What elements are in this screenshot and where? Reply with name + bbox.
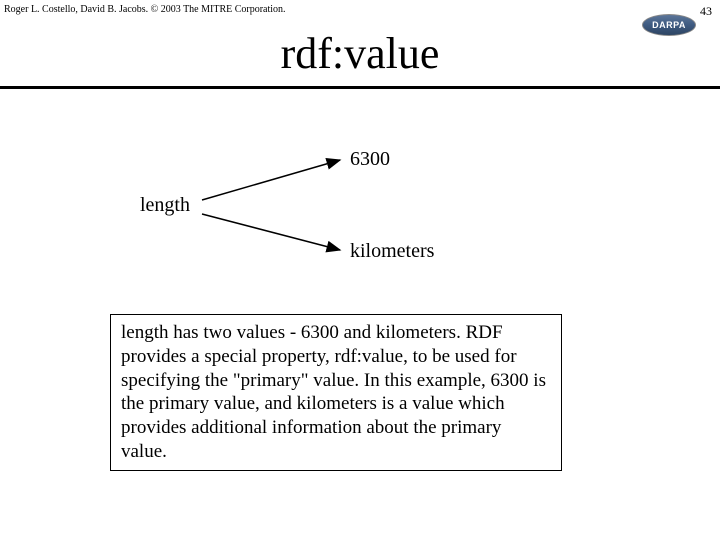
- copyright-text: Roger L. Costello, David B. Jacobs. © 20…: [4, 4, 286, 15]
- title-underline: [0, 86, 720, 89]
- diagram-container: length 6300 kilometers: [140, 140, 480, 270]
- explanation-box: length has two values - 6300 and kilomet…: [110, 314, 562, 471]
- page-number: 43: [700, 4, 712, 19]
- slide-title: rdf:value: [0, 28, 720, 79]
- diagram-arrows: [140, 140, 480, 270]
